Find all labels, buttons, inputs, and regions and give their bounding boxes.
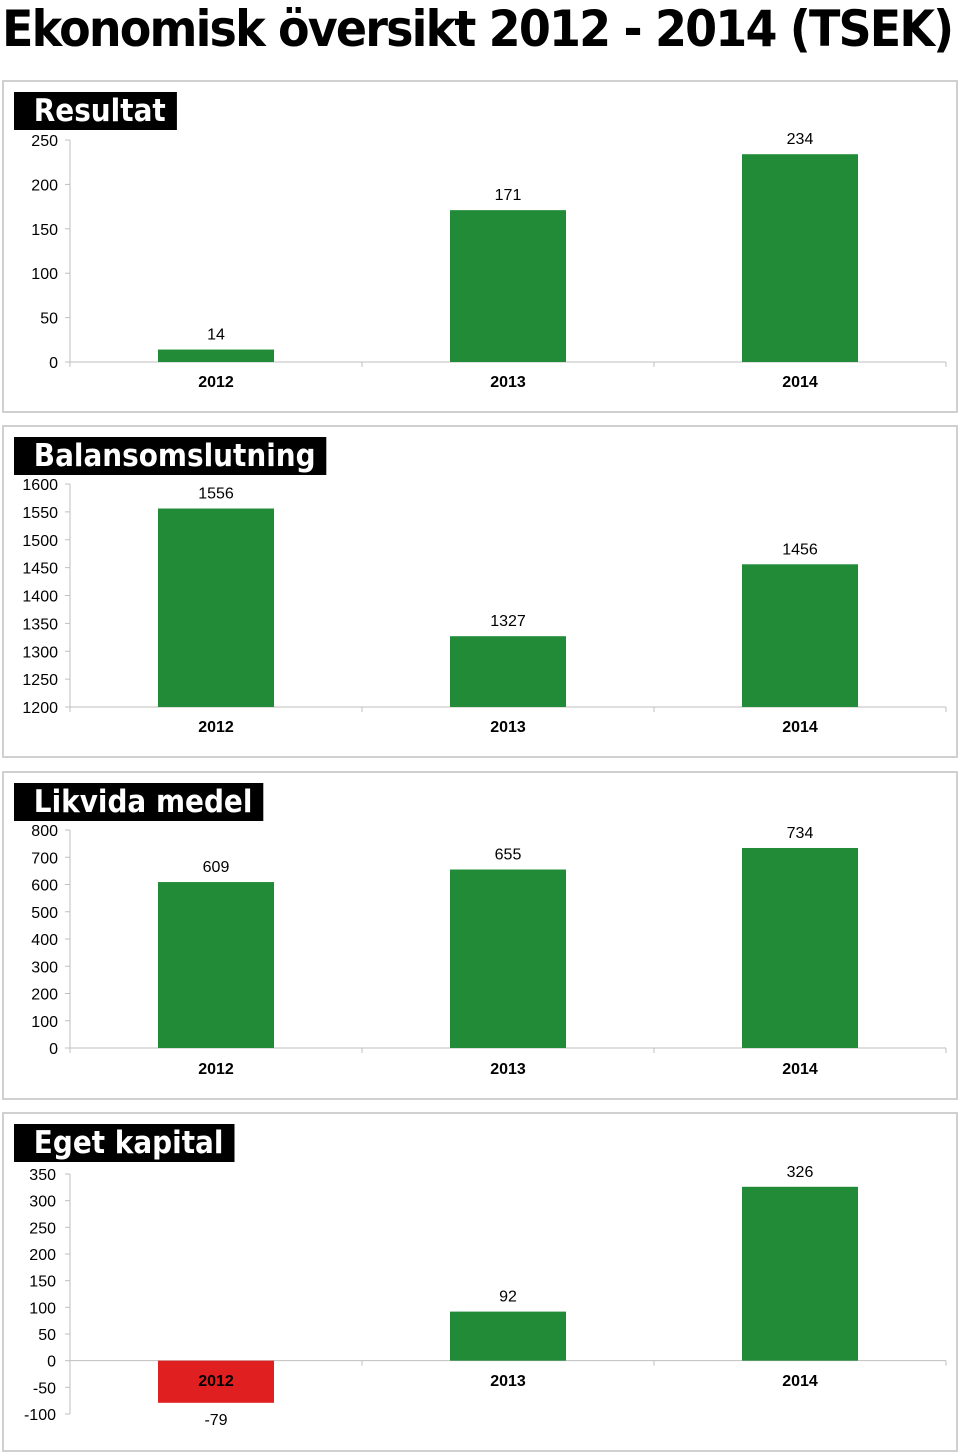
y-tick-label: 300: [31, 959, 58, 976]
y-tick-label: 1350: [22, 616, 58, 633]
y-tick-label: 800: [31, 823, 58, 840]
chart-title: Eget kapital: [14, 1124, 235, 1162]
bar-2012: [158, 349, 274, 362]
y-tick-label: 150: [29, 1274, 56, 1291]
y-tick-label: 50: [40, 311, 58, 328]
y-tick-label: 700: [31, 850, 58, 867]
category-label-2012: 2012: [198, 374, 234, 391]
category-label-2012: 2012: [198, 1373, 234, 1390]
data-label-2012: -79: [204, 1412, 227, 1429]
category-label-2014: 2014: [782, 1061, 818, 1078]
bar-2013: [450, 210, 566, 362]
y-tick-label: 350: [29, 1167, 56, 1184]
y-tick-label: 150: [31, 222, 58, 239]
data-label-2013: 171: [495, 187, 522, 204]
category-label-2013: 2013: [490, 719, 526, 736]
y-tick-label: 200: [31, 987, 58, 1004]
y-tick-label: 1300: [22, 644, 58, 661]
bar-2014: [742, 1186, 858, 1361]
bar-2013: [450, 869, 566, 1048]
data-label-2014: 234: [787, 131, 814, 148]
data-label-2012: 14: [207, 327, 225, 344]
data-label-2014: 1456: [782, 541, 818, 558]
chart-title: Likvida medel: [14, 783, 264, 821]
bar-2013: [450, 1311, 566, 1361]
y-tick-label: 500: [31, 905, 58, 922]
chart-panel-resultat: Resultat 0 50 100 150 200 250 14 2012 171 2013 234…: [2, 80, 958, 413]
chart-likvida-medel: 0 100 200 300 400 500 600 700 800 609 2012 655 2013 7…: [31, 823, 947, 1078]
data-label-2014: 734: [787, 825, 814, 842]
bar-2012: [158, 1360, 274, 1403]
data-label-2013: 1327: [490, 613, 526, 630]
data-label-2014: 326: [787, 1164, 814, 1181]
y-tick-label: 1200: [22, 700, 58, 717]
y-tick-label: 0: [49, 1041, 58, 1058]
bar-2013: [450, 636, 566, 707]
chart-eget-kapital: -100 -50 0 50 100 150 200 250 300 350 -79 2012 92 201…: [24, 1164, 947, 1429]
y-tick-label: 200: [29, 1247, 56, 1264]
chart-balansomslutning: 1200 1250 1300 1350 1400 1450 1500 1550 1600 1556…: [22, 477, 947, 736]
bar-2014: [742, 564, 858, 707]
category-label-2013: 2013: [490, 374, 526, 391]
y-tick-label: -50: [33, 1380, 56, 1397]
y-tick-label: 1400: [22, 589, 58, 606]
y-tick-label: 1550: [22, 505, 58, 522]
chart-panel-eget-kapital: Eget kapital -100 -50 0 50 100 150 200 250 300 35…: [2, 1112, 958, 1452]
data-label-2012: 1556: [198, 486, 234, 503]
chart-resultat: 0 50 100 150 200 250 14 2012 171 2013 234 2014: [31, 131, 947, 391]
category-label-2014: 2014: [782, 719, 818, 736]
y-tick-label: 600: [31, 878, 58, 895]
chart-title: Resultat: [14, 92, 177, 130]
y-tick-label: 250: [31, 133, 58, 150]
bar-2012: [158, 882, 274, 1048]
bar-2014: [742, 154, 858, 362]
data-label-2012: 609: [203, 859, 230, 876]
category-label-2013: 2013: [490, 1061, 526, 1078]
y-tick-label: 250: [29, 1220, 56, 1237]
y-tick-label: 50: [38, 1327, 56, 1344]
chart-panel-balansomslutning: Balansomslutning 1200 1250 1300 1350 1400 145…: [2, 425, 958, 758]
y-tick-label: 1250: [22, 672, 58, 689]
category-label-2014: 2014: [782, 1373, 818, 1390]
y-tick-label: 400: [31, 932, 58, 949]
y-tick-label: -100: [24, 1407, 56, 1424]
chart-panel-likvida-medel: Likvida medel 0 100 200 300 400 500 600 700 800 6…: [2, 771, 958, 1100]
bar-2014: [742, 847, 858, 1048]
y-tick-label: 300: [29, 1194, 56, 1211]
category-label-2014: 2014: [782, 374, 818, 391]
y-tick-label: 100: [29, 1300, 56, 1317]
y-tick-label: 100: [31, 1014, 58, 1031]
category-label-2012: 2012: [198, 719, 234, 736]
category-label-2012: 2012: [198, 1061, 234, 1078]
y-tick-label: 200: [31, 177, 58, 194]
y-tick-label: 0: [49, 355, 58, 372]
y-tick-label: 1450: [22, 561, 58, 578]
chart-title: Balansomslutning: [14, 437, 327, 475]
y-tick-label: 100: [31, 266, 58, 283]
y-tick-label: 1600: [22, 477, 58, 494]
y-tick-label: 1500: [22, 533, 58, 550]
page-title: Ekonomisk översikt 2012 - 2014 (TSEK): [2, 0, 954, 58]
data-label-2013: 92: [499, 1289, 517, 1306]
bar-2012: [158, 508, 274, 707]
data-label-2013: 655: [495, 847, 522, 864]
y-tick-label: 0: [47, 1354, 56, 1371]
category-label-2013: 2013: [490, 1373, 526, 1390]
